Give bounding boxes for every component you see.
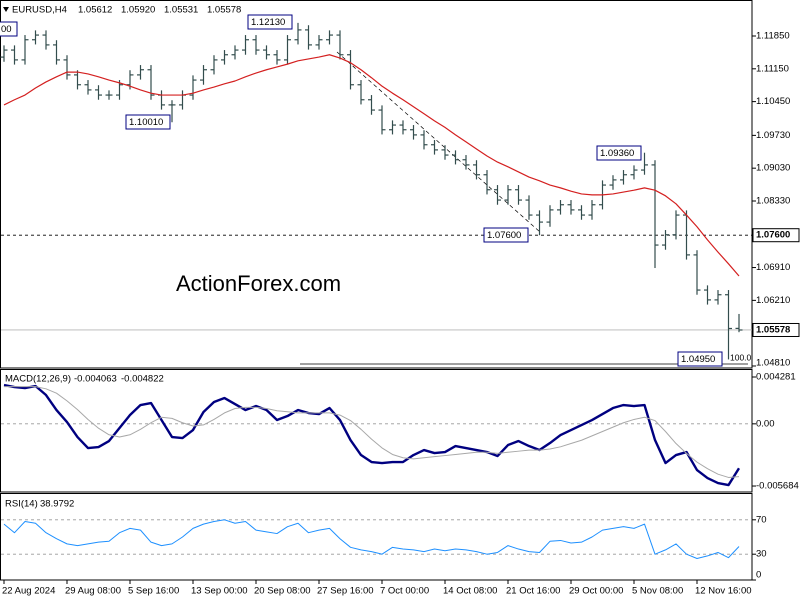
fib-label: 100.0	[730, 352, 752, 362]
y-tick-label: 0.00	[756, 418, 775, 429]
y-tick-label: 1.11850	[756, 31, 790, 42]
price-label: 1.07600	[756, 230, 790, 241]
signal-value: -0.004822	[121, 374, 164, 385]
line	[3, 383, 741, 487]
x-tick-label: 20 Sep 08:00	[254, 586, 311, 597]
y-tick-label: 70	[756, 514, 767, 525]
annotation: 1.09360	[600, 148, 634, 159]
annotation-box	[596, 145, 642, 161]
x-tick-label: 7 Oct 00:00	[380, 586, 429, 597]
annotation-box	[247, 14, 293, 30]
macd-panel	[0, 369, 753, 493]
chart-title: EURUSD,H4	[12, 5, 67, 16]
line	[3, 54, 740, 277]
rsi-value: 38.9792	[40, 499, 74, 510]
annotation: 1.12130	[251, 17, 285, 28]
header-marker	[3, 7, 9, 12]
y-tick-label: 0	[756, 570, 761, 581]
price-panel	[0, 0, 753, 369]
rsi-panel	[0, 493, 753, 581]
macd-title: MACD(12,26,9)	[5, 374, 71, 385]
x-tick-label: 5 Sep 16:00	[128, 586, 179, 597]
rsi-title: RSI(14)	[5, 499, 38, 510]
watermark: ActionForex.com	[176, 271, 341, 296]
quote: 1.05920	[121, 5, 155, 16]
quote: 1.05531	[164, 5, 198, 16]
y-tick-label: 1.06910	[756, 262, 790, 273]
annotation-box	[483, 227, 529, 243]
x-tick-label: 21 Oct 16:00	[506, 586, 560, 597]
y-tick-label: 1.04810	[756, 358, 790, 369]
x-tick-label: 12 Nov 16:00	[695, 586, 752, 597]
annotation: 1.07600	[487, 230, 521, 241]
annotation: 00	[1, 24, 12, 35]
macd-value: -0.004063	[74, 374, 117, 385]
annotation-box	[677, 351, 723, 367]
annotation-box	[0, 21, 18, 37]
y-tick-label: 1.06210	[756, 295, 790, 306]
y-tick-label: 30	[756, 549, 767, 560]
price-label: 1.05578	[756, 325, 790, 336]
y-tick-label: -0.005684	[756, 481, 799, 492]
x-tick-label: 27 Sep 16:00	[317, 586, 374, 597]
annotation-box	[125, 114, 171, 130]
x-tick-label: 13 Sep 00:00	[191, 586, 248, 597]
price-label-box	[752, 228, 800, 243]
y-tick-label: 1.09030	[756, 163, 790, 174]
x-tick-label: 29 Oct 00:00	[569, 586, 623, 597]
y-tick-label: 0.004281	[756, 372, 796, 383]
y-tick-label: 1.11150	[756, 63, 789, 74]
x-tick-label: 5 Nov 08:00	[632, 586, 683, 597]
y-tick-label: 1.09730	[756, 130, 790, 141]
annotation: 1.10010	[129, 117, 163, 128]
annotation: 1.04950	[681, 354, 715, 365]
x-tick-label: 14 Oct 08:00	[443, 586, 497, 597]
x-tick-label: 22 Aug 2024	[2, 586, 55, 597]
price-label-box	[752, 322, 800, 337]
quote: 1.05578	[207, 5, 241, 16]
quote: 1.05612	[78, 5, 112, 16]
y-tick-label: 1.08330	[756, 196, 790, 207]
x-tick-label: 29 Aug 08:00	[65, 586, 121, 597]
y-tick-label: 1.10450	[756, 96, 790, 107]
line	[4, 386, 740, 478]
fib-line	[336, 51, 541, 233]
line	[3, 519, 740, 559]
